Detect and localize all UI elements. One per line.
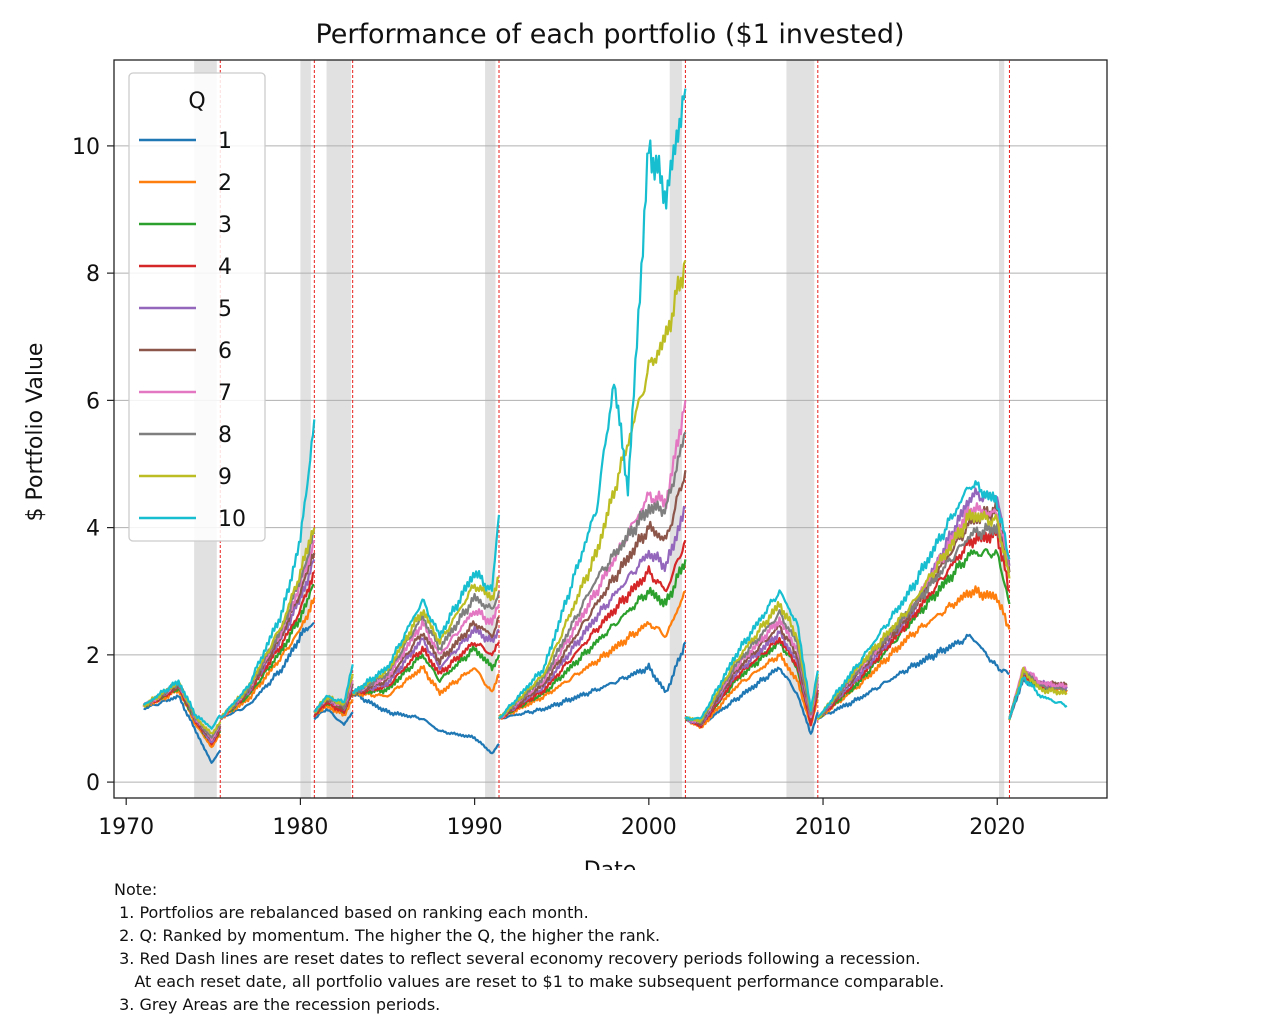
- legend-label-10: 10: [218, 507, 246, 532]
- series-8-segment-5: [498, 431, 687, 720]
- series-10-segment-7: [816, 480, 1011, 719]
- series-4-segment-6: [685, 636, 819, 729]
- series-5-segment-5: [498, 505, 687, 720]
- note-line-5: 3. Grey Areas are the recession periods.: [114, 995, 441, 1014]
- x-tick-label-2010: 2010: [795, 815, 851, 840]
- series-1-segment-5: [498, 641, 687, 720]
- legend-label-5: 5: [218, 297, 232, 322]
- legend-frame: [128, 72, 266, 542]
- series-1-segment-7: [816, 633, 1010, 720]
- recession-band-2: [300, 60, 311, 798]
- y-tick-label-8: 8: [86, 262, 100, 287]
- series-2-segment-2: [219, 597, 316, 721]
- y-tick-label-6: 6: [86, 389, 100, 414]
- series-10-segment-8: [1008, 676, 1068, 720]
- legend-label-4: 4: [218, 255, 232, 280]
- x-tick-label-2020: 2020: [969, 815, 1025, 840]
- x-tick-label-1970: 1970: [98, 815, 154, 840]
- legend-entries: 1 2 3 4 5 6 7 8 9 10: [139, 129, 246, 532]
- y-tick-label-4: 4: [86, 517, 100, 542]
- note-line-4: At each reset date, all portfolio values…: [114, 972, 945, 991]
- legend-label-1: 1: [218, 129, 232, 154]
- note-line-3: 3. Red Dash lines are reset dates to ref…: [114, 949, 921, 968]
- legend-label-6: 6: [218, 339, 232, 364]
- recession-band-7: [998, 60, 1005, 798]
- legend-label-7: 7: [218, 381, 232, 406]
- series-9-segment-5: [497, 259, 687, 720]
- series-1-segment-1: [143, 694, 222, 764]
- recession-band-5: [669, 60, 682, 798]
- note-line-2: 2. Q: Ranked by momentum. The higher the…: [114, 926, 661, 945]
- plot-frame: [113, 59, 1108, 799]
- axis-ticks: 1970 1980 1990 2000 2010 2020 0 2 4 6 8 10: [72, 135, 1025, 840]
- y-axis-label: $ Portfolio Value: [23, 343, 48, 522]
- y-tick-label-10: 10: [72, 135, 100, 160]
- portfolio-performance-chart: Performance of each portfolio ($1 invest…: [23, 19, 1108, 870]
- note-heading: Note:: [114, 880, 158, 899]
- recession-band-3: [326, 60, 351, 798]
- x-tick-label-1990: 1990: [447, 815, 503, 840]
- series-1-segment-3: [313, 708, 354, 726]
- footnote: Note: 1. Portfolios are rebalanced based…: [114, 878, 1274, 1016]
- series-lines: [142, 88, 1068, 764]
- y-tick-label-0: 0: [86, 771, 100, 796]
- series-8-segment-2: [219, 530, 316, 720]
- y-tick-label-2: 2: [86, 644, 100, 669]
- series-9-segment-2: [219, 527, 316, 719]
- legend-label-3: 3: [218, 213, 232, 238]
- legend-label-2: 2: [218, 171, 232, 196]
- series-9-segment-7: [816, 509, 1011, 721]
- series-10-segment-4: [351, 514, 501, 695]
- series-1-segment-2: [220, 621, 315, 719]
- legend-title: Q: [188, 89, 205, 114]
- legend-label-8: 8: [218, 423, 232, 448]
- series-1-segment-4: [352, 692, 500, 755]
- series-2-segment-5: [498, 590, 687, 720]
- recession-band-4: [485, 60, 496, 798]
- note-line-1: 1. Portfolios are rebalanced based on ra…: [114, 903, 589, 922]
- x-tick-label-1980: 1980: [272, 815, 328, 840]
- series-10-segment-5: [498, 88, 687, 720]
- legend: Q 1 2 3 4 5 6 7 8 9 10: [128, 72, 266, 542]
- series-2-segment-4: [351, 665, 500, 698]
- series-3-segment-4: [351, 644, 501, 696]
- x-tick-label-2000: 2000: [621, 815, 677, 840]
- series-10-segment-3: [313, 664, 354, 713]
- series-10-segment-1: [142, 679, 221, 730]
- x-axis-label: Date: [584, 858, 637, 870]
- series-4-segment-4: [351, 641, 500, 696]
- chart-title: Performance of each portfolio ($1 invest…: [315, 19, 904, 50]
- recession-shading: [194, 60, 1005, 798]
- series-2-segment-6: [684, 652, 819, 729]
- series-10-segment-2: [219, 419, 316, 719]
- series-4-segment-5: [498, 539, 687, 719]
- series-10-segment-6: [684, 589, 819, 721]
- legend-label-9: 9: [218, 465, 232, 490]
- series-7-segment-7: [817, 502, 1010, 719]
